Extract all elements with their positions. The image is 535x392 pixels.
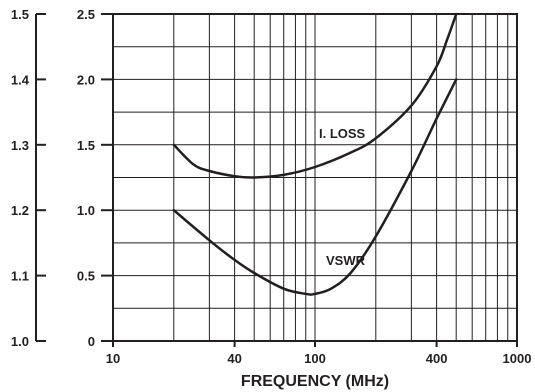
x-tick-label: 1000: [503, 351, 532, 366]
grid: [113, 14, 517, 341]
series-lines: [172, 12, 458, 296]
left-tick-label: 1.2: [11, 203, 29, 218]
x-axis-title: FREQUENCY (MHz): [241, 373, 389, 390]
right-scale-tick-label: 1.0: [77, 203, 95, 218]
x-tick-label: 10: [106, 351, 120, 366]
right-axis: 0 0.5 1.0 1.5 2.0 2.5: [77, 7, 113, 349]
left-axis: 1.0 1.1 1.2 1.3 1.4 1.5: [11, 7, 46, 349]
x-tick-label: 400: [426, 351, 448, 366]
series-label-vswr: VSWR: [326, 253, 366, 268]
x-tick-label: 100: [304, 351, 326, 366]
left-tick-label: 1.5: [11, 7, 29, 22]
series-label-i-loss: I. LOSS: [319, 126, 366, 141]
series-line-vswr: [172, 78, 458, 296]
right-scale-tick-label: 1.5: [77, 138, 95, 153]
x-tick-label: 40: [227, 351, 241, 366]
left-tick-label: 1.3: [11, 138, 29, 153]
right-scale-tick-label: 0.5: [77, 269, 95, 284]
right-scale-tick-label: 0: [88, 334, 95, 349]
right-scale-tick-label: 2.5: [77, 7, 95, 22]
series-line-i-loss: [172, 12, 458, 179]
left-tick-label: 1.1: [11, 269, 29, 284]
left-tick-label: 1.0: [11, 334, 29, 349]
right-scale-tick-label: 2.0: [77, 72, 95, 87]
left-tick-label: 1.4: [11, 72, 30, 87]
x-axis: 10 40 100 400 1000: [106, 341, 532, 366]
